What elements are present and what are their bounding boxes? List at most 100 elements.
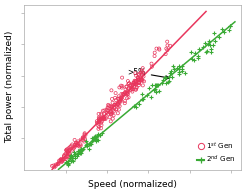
Point bbox=[61, 158, 64, 161]
Point bbox=[177, 65, 181, 68]
Point bbox=[90, 137, 94, 140]
Point bbox=[160, 81, 164, 84]
Point bbox=[118, 100, 122, 103]
Point bbox=[136, 78, 140, 81]
Point bbox=[121, 93, 125, 96]
Point bbox=[64, 158, 68, 161]
Point bbox=[155, 83, 159, 86]
Point bbox=[190, 58, 194, 61]
Point bbox=[111, 101, 115, 104]
Point bbox=[96, 139, 100, 142]
Point bbox=[137, 81, 141, 84]
Point bbox=[169, 75, 173, 78]
Point bbox=[62, 153, 66, 156]
Point bbox=[134, 88, 138, 91]
Point bbox=[211, 44, 215, 47]
Point bbox=[50, 164, 54, 167]
Point bbox=[201, 45, 205, 48]
Point bbox=[120, 96, 123, 100]
Point bbox=[88, 143, 92, 146]
Point bbox=[209, 47, 213, 50]
Point bbox=[123, 92, 127, 95]
Point bbox=[204, 51, 208, 54]
Point bbox=[136, 76, 140, 79]
Point bbox=[77, 145, 81, 148]
Point bbox=[134, 88, 138, 91]
Point bbox=[71, 159, 75, 163]
Point bbox=[171, 64, 175, 68]
Point bbox=[177, 70, 181, 74]
Point bbox=[67, 152, 71, 156]
Point bbox=[74, 141, 78, 144]
Point bbox=[73, 152, 77, 155]
Point bbox=[112, 110, 116, 113]
Point bbox=[79, 138, 83, 141]
Point bbox=[60, 160, 64, 164]
Point bbox=[75, 144, 79, 147]
Point bbox=[120, 85, 124, 88]
Point bbox=[137, 79, 141, 82]
Point bbox=[132, 104, 136, 107]
Point bbox=[213, 39, 217, 42]
Point bbox=[154, 84, 158, 87]
Point bbox=[109, 112, 113, 115]
Point bbox=[74, 153, 77, 156]
Point bbox=[133, 83, 137, 86]
Point bbox=[154, 90, 158, 93]
Point bbox=[59, 158, 62, 161]
Point bbox=[64, 149, 68, 152]
Point bbox=[156, 83, 160, 86]
Point bbox=[109, 113, 113, 116]
Point bbox=[68, 157, 72, 160]
Point bbox=[83, 137, 87, 140]
Point bbox=[139, 78, 143, 81]
Point bbox=[141, 79, 145, 82]
Point bbox=[101, 109, 105, 112]
Point bbox=[70, 156, 74, 159]
Point bbox=[60, 160, 64, 163]
Point bbox=[83, 132, 87, 135]
Point bbox=[112, 114, 116, 117]
Point bbox=[123, 102, 127, 105]
Point bbox=[136, 80, 140, 83]
Point bbox=[104, 116, 108, 119]
Point bbox=[141, 75, 145, 78]
Point bbox=[130, 90, 134, 93]
Point bbox=[137, 82, 141, 85]
Point bbox=[66, 156, 70, 159]
Point bbox=[81, 136, 85, 139]
Point bbox=[69, 154, 73, 157]
Point bbox=[56, 162, 60, 165]
Point bbox=[93, 135, 97, 138]
Point bbox=[139, 71, 143, 74]
Point bbox=[102, 118, 106, 121]
Point bbox=[116, 102, 120, 105]
Point bbox=[192, 58, 196, 61]
Point bbox=[114, 98, 118, 101]
Point bbox=[99, 121, 103, 124]
Point bbox=[57, 159, 61, 162]
Point bbox=[118, 96, 122, 99]
Point bbox=[97, 120, 101, 123]
Point bbox=[85, 142, 89, 146]
Point bbox=[62, 158, 66, 161]
Point bbox=[132, 83, 136, 86]
Point bbox=[222, 30, 226, 33]
Point bbox=[66, 163, 70, 166]
Point bbox=[62, 155, 66, 158]
Point bbox=[64, 149, 68, 152]
Point bbox=[123, 100, 127, 103]
Point bbox=[228, 24, 232, 27]
Point bbox=[69, 154, 73, 157]
Point bbox=[169, 69, 173, 72]
Point bbox=[150, 65, 154, 68]
Point bbox=[105, 112, 109, 115]
Point bbox=[114, 103, 118, 106]
Point bbox=[141, 98, 145, 101]
Point bbox=[56, 162, 60, 165]
Point bbox=[205, 50, 209, 53]
Point bbox=[109, 120, 113, 123]
Point bbox=[94, 140, 98, 143]
Point bbox=[163, 76, 167, 79]
Point bbox=[73, 154, 77, 157]
